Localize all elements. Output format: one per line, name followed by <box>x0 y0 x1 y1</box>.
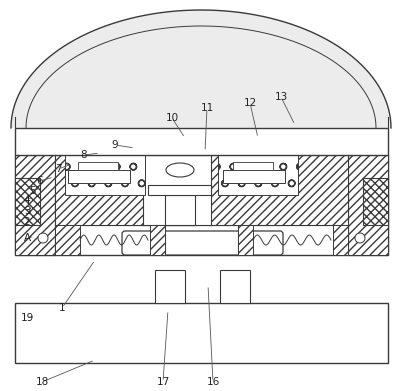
Text: 1: 1 <box>59 303 65 313</box>
Ellipse shape <box>166 163 194 177</box>
Text: 8: 8 <box>81 150 87 160</box>
Bar <box>363 178 388 225</box>
Bar <box>15 303 388 363</box>
Bar <box>238 225 253 255</box>
Text: 6: 6 <box>37 176 43 186</box>
Text: 12: 12 <box>243 98 257 108</box>
Text: A: A <box>23 233 31 243</box>
Polygon shape <box>11 10 391 128</box>
Text: 2: 2 <box>24 217 30 227</box>
Circle shape <box>355 233 365 243</box>
Bar <box>165 195 195 225</box>
Bar <box>55 155 195 225</box>
Text: 13: 13 <box>274 92 288 102</box>
Bar <box>220 270 250 303</box>
Text: 16: 16 <box>206 377 220 387</box>
Bar <box>333 225 348 255</box>
Bar <box>233 162 273 170</box>
Bar <box>15 155 388 255</box>
Bar <box>148 185 211 195</box>
Bar <box>150 225 165 255</box>
FancyBboxPatch shape <box>122 231 283 255</box>
Text: 17: 17 <box>156 377 170 387</box>
Bar <box>68 170 130 183</box>
Text: 9: 9 <box>112 140 118 150</box>
Bar <box>143 155 211 225</box>
Bar <box>348 155 388 255</box>
Bar <box>218 155 298 195</box>
Text: 3: 3 <box>24 206 30 216</box>
Bar <box>78 162 118 170</box>
Text: 5: 5 <box>30 186 36 196</box>
Text: 7: 7 <box>55 164 61 174</box>
Bar <box>208 155 348 225</box>
Text: 4: 4 <box>24 195 30 205</box>
Bar <box>55 225 80 255</box>
Text: 18: 18 <box>35 377 49 387</box>
Text: 10: 10 <box>166 113 179 123</box>
Bar <box>15 178 40 225</box>
Text: 19: 19 <box>21 313 33 323</box>
Bar <box>15 128 388 155</box>
Bar <box>15 155 55 255</box>
Bar <box>65 155 145 195</box>
Text: 11: 11 <box>200 103 214 113</box>
Circle shape <box>38 233 48 243</box>
Bar <box>223 170 285 183</box>
Bar <box>155 270 185 303</box>
